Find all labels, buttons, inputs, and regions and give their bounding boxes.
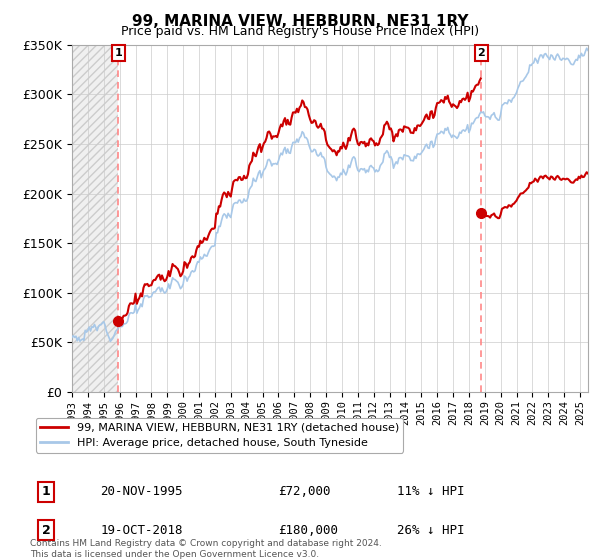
Text: £180,000: £180,000 [278,524,338,536]
Text: 19-OCT-2018: 19-OCT-2018 [100,524,182,536]
Text: 20-NOV-1995: 20-NOV-1995 [100,486,182,498]
Text: 2: 2 [478,48,485,58]
Text: Price paid vs. HM Land Registry's House Price Index (HPI): Price paid vs. HM Land Registry's House … [121,25,479,38]
Text: 1: 1 [115,48,122,58]
Text: 2: 2 [42,524,50,536]
Text: 1: 1 [42,486,50,498]
Text: 11% ↓ HPI: 11% ↓ HPI [397,486,465,498]
Bar [72,45,118,392]
Text: Contains HM Land Registry data © Crown copyright and database right 2024.
This d: Contains HM Land Registry data © Crown c… [30,539,382,559]
Text: 99, MARINA VIEW, HEBBURN, NE31 1RY: 99, MARINA VIEW, HEBBURN, NE31 1RY [132,14,468,29]
Text: 26% ↓ HPI: 26% ↓ HPI [397,524,465,536]
Legend: 99, MARINA VIEW, HEBBURN, NE31 1RY (detached house), HPI: Average price, detache: 99, MARINA VIEW, HEBBURN, NE31 1RY (deta… [35,418,403,452]
Text: £72,000: £72,000 [278,486,331,498]
